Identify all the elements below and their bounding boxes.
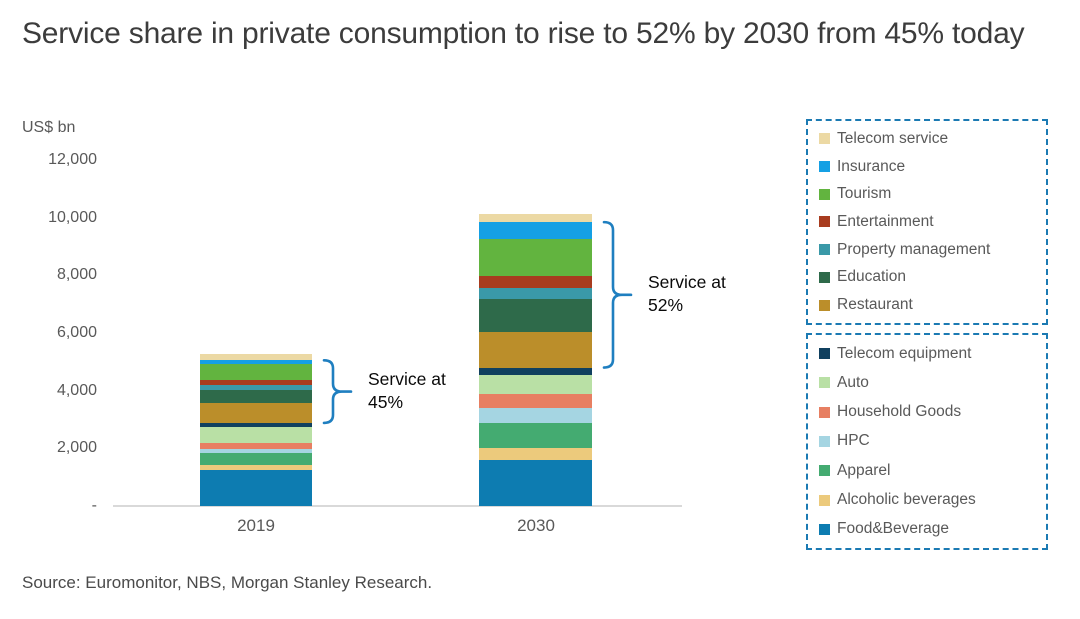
legend-item-household-goods: Household Goods <box>819 399 1038 426</box>
legend-label: Food&Beverage <box>837 520 950 538</box>
x-category-label: 2019 <box>237 516 275 535</box>
legend-item-education: Education <box>819 264 1038 291</box>
service-share-brace <box>602 220 633 369</box>
bar-segment-property-management <box>200 385 312 390</box>
legend-label: Entertainment <box>837 212 934 230</box>
chart-title: Service share in private consumption to … <box>22 17 1025 50</box>
legend-item-restaurant: Restaurant <box>819 292 1038 319</box>
y-tick-label: 6,000 <box>56 323 97 341</box>
bar-segment-entertainment <box>200 379 312 386</box>
legend-color-chip <box>819 494 830 506</box>
legend-item-alcoholic-beverages: Alcoholic beverages <box>819 487 1038 514</box>
legend-label: Restaurant <box>837 296 913 314</box>
y-axis-unit-label: US$ bn <box>22 119 76 136</box>
x-axis-line <box>113 505 682 507</box>
bar-segment-telecom-equipment <box>200 422 312 427</box>
service-share-annotation: Service at 52% <box>648 271 726 317</box>
annotation-line: Service at <box>648 271 726 292</box>
legend-label: Alcoholic beverages <box>837 491 976 509</box>
legend-color-chip <box>819 348 830 360</box>
legend-color-chip <box>819 188 830 200</box>
legend-color-chip <box>819 377 830 389</box>
legend-color-chip <box>819 435 830 447</box>
legend-item-insurance: Insurance <box>819 153 1038 180</box>
annotation-line: 52% <box>648 294 684 315</box>
legend-color-chip <box>819 216 830 228</box>
legend-item-telecom-service: Telecom service <box>819 125 1038 152</box>
legend-item-auto: Auto <box>819 369 1038 396</box>
legend-label: Tourism <box>837 185 892 203</box>
legend-box-services: Telecom service Insurance Tourism Entertain… <box>806 119 1048 325</box>
bar-segment-education <box>200 390 312 403</box>
legend-label: Property management <box>837 240 991 258</box>
x-category-label: 2030 <box>517 516 555 535</box>
bar-segment-apparel <box>479 422 592 448</box>
y-tick-label: 4,000 <box>56 381 97 399</box>
bar-segment-telecom-service <box>200 354 312 361</box>
bar-segment-hpc <box>479 408 592 423</box>
bar-segment-restaurant <box>479 331 592 368</box>
legend-item-property-management: Property management <box>819 236 1038 263</box>
annotation-line: 45% <box>368 391 404 412</box>
bar-segment-apparel <box>200 452 312 466</box>
legend-item-tourism: Tourism <box>819 181 1038 208</box>
legend-color-chip <box>819 523 830 535</box>
bar-segment-education <box>479 298 592 332</box>
bar-segment-insurance <box>479 222 592 240</box>
y-tick-label: 10,000 <box>48 208 97 226</box>
legend-color-chip <box>819 465 830 477</box>
y-tick-label: - <box>91 497 97 514</box>
bar-segment-household-goods <box>200 442 312 449</box>
legend-color-chip <box>819 406 830 418</box>
bar-segment-insurance <box>200 360 312 365</box>
legend-label: Telecom equipment <box>837 344 972 362</box>
bar-segment-household-goods <box>479 394 592 409</box>
legend-item-hpc: HPC <box>819 428 1038 455</box>
legend-box-goods: Telecom equipment Auto Household Goods HPC A… <box>806 333 1048 550</box>
bar-segment-tourism <box>479 239 592 277</box>
legend-color-chip <box>819 133 830 145</box>
legend-item-food-beverage: Food&Beverage <box>819 516 1038 543</box>
bar-segment-auto <box>479 375 592 395</box>
legend-label: Apparel <box>837 461 891 479</box>
bar-segment-alcoholic-beverages <box>200 465 312 470</box>
legend-color-chip <box>819 244 830 256</box>
bar-segment-property-management <box>479 287 592 299</box>
bar-segment-telecom-equipment <box>479 367 592 376</box>
legend-color-chip <box>819 299 830 311</box>
bar-segment-alcoholic-beverages <box>479 447 592 460</box>
legend-label: Education <box>837 268 906 286</box>
legend-label: Auto <box>837 373 869 391</box>
bar-segment-food-beverage <box>479 459 592 506</box>
legend-label: Insurance <box>837 157 906 175</box>
service-share-brace <box>322 359 353 425</box>
bar-segment-telecom-service <box>479 214 592 223</box>
bar-2019 <box>200 0 312 506</box>
bar-segment-entertainment <box>479 276 592 288</box>
legend-label: Telecom service <box>837 129 949 147</box>
y-tick-label: 8,000 <box>56 266 97 284</box>
bar-segment-restaurant <box>200 403 312 423</box>
y-tick-label: 2,000 <box>56 439 97 457</box>
bar-segment-tourism <box>200 364 312 380</box>
source-note: Source: Euromonitor, NBS, Morgan Stanley… <box>22 573 433 592</box>
legend-item-apparel: Apparel <box>819 457 1038 484</box>
bar-segment-auto <box>200 426 312 443</box>
legend-label: Household Goods <box>837 403 962 421</box>
legend-color-chip <box>819 271 830 283</box>
y-tick-label: 12,000 <box>48 150 97 168</box>
legend-label: HPC <box>837 432 870 450</box>
legend-item-entertainment: Entertainment <box>819 208 1038 235</box>
bar-segment-hpc <box>200 448 312 453</box>
bar-segment-food-beverage <box>200 469 312 506</box>
legend-item-telecom-equipment: Telecom equipment <box>819 340 1038 367</box>
service-share-annotation: Service at 45% <box>368 368 446 414</box>
bar-2030 <box>479 0 592 506</box>
annotation-line: Service at <box>368 368 446 389</box>
legend-color-chip <box>819 161 830 173</box>
